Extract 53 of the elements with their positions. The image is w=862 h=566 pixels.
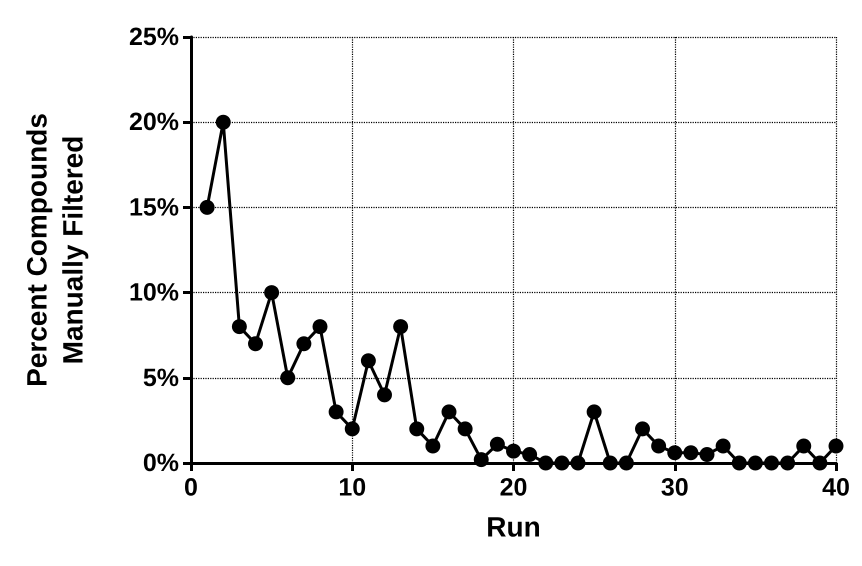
point (651, 438, 666, 454)
point (700, 446, 714, 462)
point (232, 319, 247, 334)
point (828, 438, 844, 454)
point (667, 445, 682, 460)
point (618, 456, 634, 470)
x-tick-label: 20 (500, 474, 528, 502)
y-tick-label: 0% (142, 449, 179, 477)
x-tick-label: 40 (822, 474, 850, 502)
point (360, 353, 376, 368)
y-tick-label: 10% (128, 278, 179, 307)
point (812, 456, 828, 470)
point (635, 421, 650, 436)
point (344, 421, 360, 436)
point (409, 421, 424, 436)
point (522, 446, 538, 462)
point (280, 370, 296, 386)
point (377, 387, 392, 402)
point (248, 336, 263, 352)
point (312, 319, 328, 334)
point (538, 456, 554, 470)
point (748, 456, 763, 470)
point (425, 438, 440, 454)
x-tick-label: 30 (660, 474, 689, 502)
y-tick-label: 20% (128, 108, 179, 136)
point (683, 445, 698, 460)
point (474, 452, 489, 468)
x-tick-label: 0 (184, 474, 198, 502)
point (506, 444, 521, 459)
point (554, 456, 570, 470)
x-axis-title: Run (486, 512, 541, 542)
point (216, 114, 231, 130)
y-axis-title: Percent Compounds Manually Filtered (22, 113, 88, 387)
y-tick-label: 15% (128, 193, 179, 222)
y-tick-label: 25% (128, 23, 179, 51)
point (296, 336, 312, 352)
point (570, 456, 586, 470)
point (602, 456, 618, 470)
point (764, 456, 779, 470)
point (586, 404, 602, 420)
point (393, 319, 408, 334)
point (780, 456, 796, 470)
point (442, 404, 456, 420)
point (716, 438, 731, 454)
point (200, 200, 215, 215)
x-tick-label: 10 (338, 474, 366, 502)
point (796, 438, 812, 454)
point (264, 285, 280, 300)
point (458, 421, 473, 436)
point (732, 456, 747, 470)
y-tick-label: 5% (142, 364, 179, 392)
point (328, 404, 344, 420)
point (490, 436, 505, 452)
